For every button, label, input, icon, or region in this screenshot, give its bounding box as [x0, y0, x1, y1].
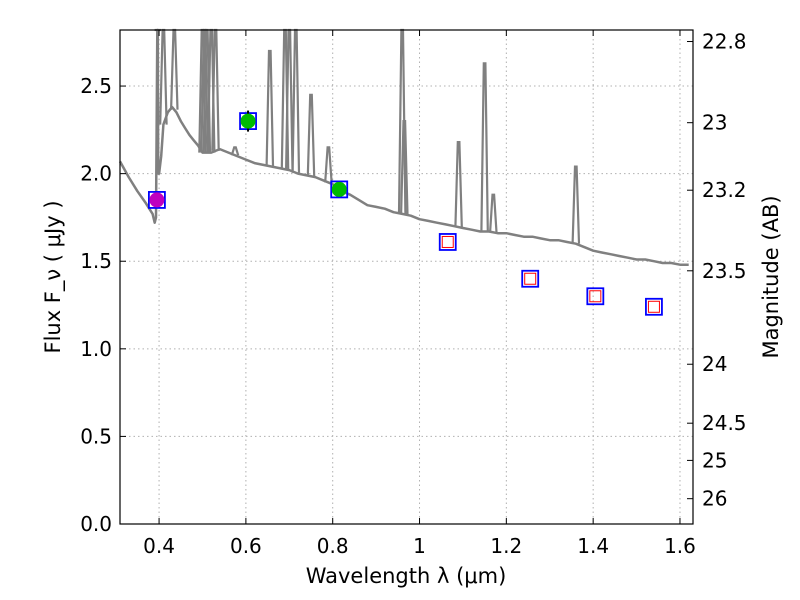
model-photometry-square	[645, 297, 663, 316]
x-tick-label: 0.6	[230, 534, 262, 558]
x-tick-label: 1.6	[664, 534, 696, 558]
y2-tick-label: 23.5	[702, 259, 747, 283]
y-tick-label: 2.0	[80, 162, 112, 186]
x-tick-label: 1.4	[577, 534, 609, 558]
model-photometry-square	[586, 287, 605, 306]
measured-magenta-point	[149, 192, 165, 208]
emission-line-spike	[571, 165, 581, 244]
plot-frame	[119, 29, 694, 525]
emission-line-spike	[324, 146, 333, 183]
x-tick-label: 0.8	[317, 534, 349, 558]
emission-line-spike	[285, 28, 294, 171]
y-axis-title: Flux F_ν ( μJy )	[41, 200, 66, 353]
upper-limit-square	[441, 235, 454, 248]
upper-limit-square	[524, 272, 537, 285]
emission-line-spike	[306, 93, 316, 177]
y-tick-label: 2.5	[80, 74, 112, 98]
model-photometry-square	[438, 233, 457, 251]
emission-line-spike	[159, 28, 168, 125]
y2-axis-title: Magnitude (AB)	[759, 195, 783, 358]
emission-line-spike	[489, 193, 498, 233]
x-tick-label: 1.2	[490, 534, 522, 558]
x-tick-label: 1	[413, 534, 426, 558]
y2-tick-label: 24.5	[702, 411, 747, 435]
y2-tick-label: 25	[702, 448, 727, 472]
y2-tick-label: 23	[702, 111, 727, 135]
y2-tick-label: 23.2	[702, 178, 747, 202]
emission-line-spike	[211, 28, 220, 151]
emission-line-spike	[265, 49, 275, 167]
measured-green-point	[240, 113, 256, 129]
model-photometry-square	[330, 180, 349, 199]
emission-line-spike	[230, 146, 240, 156]
y-tick-label: 0.0	[80, 512, 112, 536]
y2-tick-label: 24	[702, 352, 727, 376]
model-photometry-square	[521, 269, 540, 288]
y-tick-label: 0.5	[80, 424, 112, 448]
plot-area	[118, 28, 689, 316]
y2-tick-label: 22.8	[702, 30, 747, 54]
x-axis-title: Wavelength λ (μm)	[306, 564, 507, 588]
upper-limit-square	[589, 290, 602, 303]
emission-line-spike	[170, 28, 179, 110]
x-tick-label: 0.4	[143, 534, 175, 558]
y-tick-label: 1.5	[80, 249, 112, 273]
emission-line-spike	[480, 62, 489, 232]
grid-lines	[120, 30, 693, 525]
emission-line-spike	[454, 141, 463, 228]
upper-limit-square	[647, 300, 660, 313]
emission-line-spike	[400, 120, 409, 215]
axis-ticks: 0.4 0.6 0.8 1 1.2 1.4 1.6 0.0 0.5 1.0 1.5 2.0 2.5 22.…	[80, 30, 746, 558]
measured-green-point	[331, 181, 347, 197]
model-photometry-square	[147, 191, 166, 209]
y2-tick-label: 26	[702, 487, 727, 511]
y-tick-label: 1.0	[80, 337, 112, 361]
emission-line-spike	[291, 28, 301, 173]
